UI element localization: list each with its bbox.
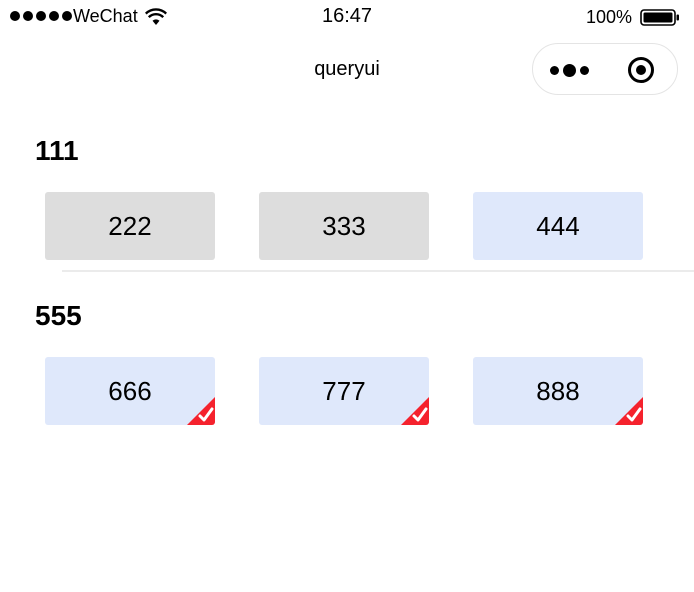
wifi-icon	[145, 8, 167, 25]
option-button[interactable]: 222	[45, 192, 215, 260]
close-button[interactable]	[604, 44, 677, 96]
selected-check-icon	[615, 397, 643, 425]
battery-icon	[640, 9, 679, 26]
group-title: 555	[35, 300, 82, 331]
option-label: 222	[108, 210, 152, 241]
status-bar: WeChat 16:47 100%	[0, 0, 694, 36]
option-button[interactable]: 333	[259, 192, 429, 260]
battery-percentage: 100%	[585, 7, 632, 27]
option-label: 666	[108, 375, 152, 406]
option-label: 333	[322, 210, 366, 241]
selected-check-icon	[401, 397, 429, 425]
option-label: 777	[322, 375, 366, 406]
selected-check-icon	[187, 397, 215, 425]
mini-program-capsule	[532, 43, 678, 95]
option-button[interactable]: 888	[473, 357, 643, 425]
status-time: 16:47	[321, 5, 373, 27]
signal-strength-icon	[10, 11, 72, 21]
option-label: 444	[536, 210, 580, 241]
more-options-button[interactable]	[533, 44, 606, 96]
more-dots-icon	[550, 65, 559, 75]
group-title: 111	[35, 135, 79, 166]
carrier-name: WeChat	[73, 6, 138, 26]
page-title: queryui	[314, 58, 380, 80]
section-divider	[62, 270, 694, 272]
option-button[interactable]: 777	[259, 357, 429, 425]
option-button[interactable]: 666	[45, 357, 215, 425]
option-label: 888	[536, 375, 580, 406]
option-button[interactable]: 444	[473, 192, 643, 260]
close-target-icon	[627, 57, 654, 83]
